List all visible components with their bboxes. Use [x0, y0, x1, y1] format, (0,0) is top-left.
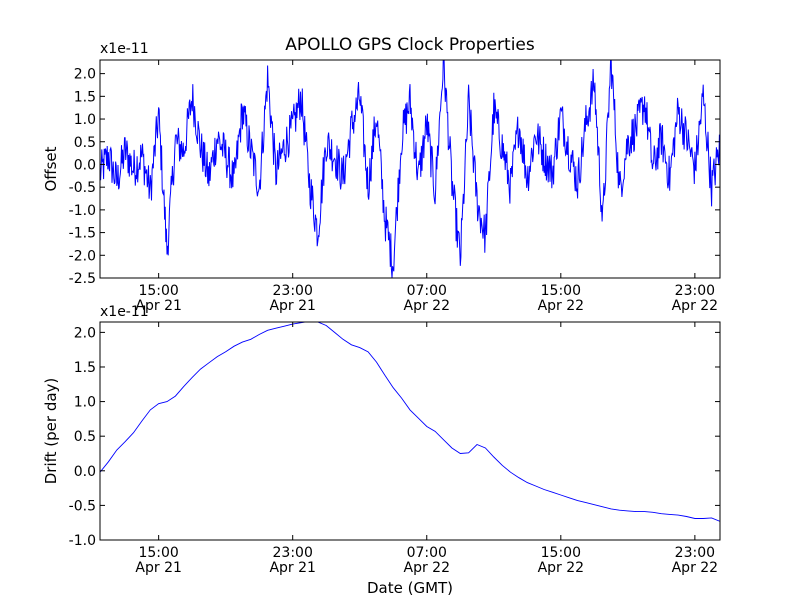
drift-y-axis-label: Drift (per day) [42, 378, 60, 485]
x-tick-date-label: Apr 22 [538, 298, 584, 314]
y-tick-label: 1.5 [74, 89, 96, 105]
x-tick-date-label: Apr 22 [404, 298, 450, 314]
x-tick-time-label: 23:00 [675, 545, 715, 561]
y-tick-label: -0.5 [69, 180, 96, 196]
drift-multiplier-label: x1e-11 [100, 304, 149, 320]
figure-title: APOLLO GPS Clock Properties [285, 35, 535, 55]
y-tick-label: 2.0 [74, 325, 96, 341]
offset-plot-frame [99, 59, 721, 279]
drift-panel: x1e-11 Drift (per day) Date (GMT) -1.0 -0… [42, 304, 721, 597]
drift-x-axis-label: Date (GMT) [367, 579, 453, 597]
x-tick-time-label: 23:00 [273, 283, 313, 299]
x-tick-date-label: Apr 22 [672, 560, 718, 576]
y-tick-label: -1.0 [69, 533, 96, 549]
x-tick-time-label: 07:00 [407, 545, 447, 561]
x-tick-date-label: Apr 22 [672, 298, 718, 314]
y-tick-label: 1.5 [74, 360, 96, 376]
offset-y-axis-label: Offset [42, 146, 60, 191]
y-tick-label: 0.0 [74, 157, 96, 173]
y-tick-label: 0.5 [74, 429, 96, 445]
offset-y-ticks: -2.5 -2.0 -1.5 -1.0 -0.5 0.0 0.5 1.0 1.5 2.0 [69, 67, 720, 287]
drift-series-line [100, 322, 720, 522]
x-tick-date-label: Apr 21 [135, 560, 181, 576]
x-tick-time-label: 15:00 [138, 545, 178, 561]
x-tick-time-label: 23:00 [675, 283, 715, 299]
x-tick-date-label: Apr 22 [538, 560, 584, 576]
x-tick-time-label: 15:00 [138, 283, 178, 299]
x-tick-date-label: Apr 21 [269, 560, 315, 576]
y-tick-label: -2.0 [69, 248, 96, 264]
x-tick-date-label: Apr 22 [404, 560, 450, 576]
y-tick-label: -1.5 [69, 226, 96, 242]
x-tick-date-label: Apr 21 [135, 298, 181, 314]
y-tick-label: 0.0 [74, 464, 96, 480]
x-tick-time-label: 23:00 [273, 545, 313, 561]
drift-trace [100, 322, 720, 522]
y-tick-label: -0.5 [69, 498, 96, 514]
drift-y-ticks: -1.0 -0.5 0.0 0.5 1.0 1.5 2.0 [69, 325, 720, 549]
x-tick-time-label: 15:00 [541, 545, 581, 561]
offset-panel: x1e-11 Offset -2.5 -2.0 -1.5 -1.0 -0.5 0.0 0.5… [42, 41, 721, 314]
offset-series-line [100, 60, 720, 278]
y-tick-label: 2.0 [74, 67, 96, 83]
y-tick-label: 0.5 [74, 135, 96, 151]
y-tick-label: 1.0 [74, 395, 96, 411]
x-tick-date-label: Apr 21 [269, 298, 315, 314]
offset-multiplier-label: x1e-11 [100, 41, 149, 57]
y-tick-label: -1.0 [69, 203, 96, 219]
y-tick-label: 1.0 [74, 112, 96, 128]
x-tick-time-label: 07:00 [407, 283, 447, 299]
offset-trace [100, 60, 720, 278]
x-tick-time-label: 15:00 [541, 283, 581, 299]
drift-plot-frame [99, 321, 721, 541]
y-tick-label: -2.5 [69, 271, 96, 287]
